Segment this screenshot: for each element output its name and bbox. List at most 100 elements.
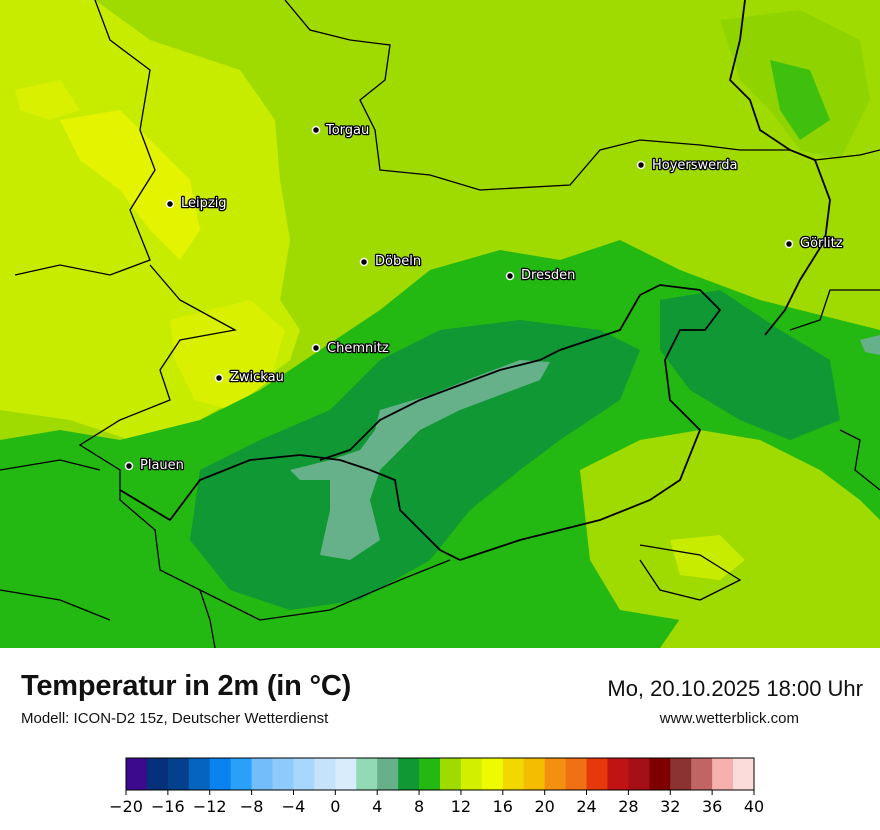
color-legend: −20 −16 −12 −8 −4 0 4 8 12 16 20 24 28 32 36 40	[109, 757, 764, 816]
city-plauen: Plauen	[124, 457, 185, 474]
legend-swatch	[691, 758, 713, 790]
city-label: Döbeln	[375, 254, 421, 269]
legend-swatch	[460, 758, 483, 790]
legend-tick-label: −12	[193, 797, 227, 816]
legend-swatch	[419, 758, 441, 790]
legend-swatch	[481, 758, 504, 790]
legend-tick-label: 32	[660, 797, 680, 816]
legend-tick-labels: −20 −16 −12 −8 −4 0 4 8 12 16 20 24 28 32 36 40	[109, 790, 764, 816]
legend-swatch	[209, 758, 232, 790]
city-label: Hoyerswerda	[652, 158, 738, 173]
city-dot	[636, 160, 646, 170]
website-url: www.wetterblick.com	[659, 710, 799, 727]
legend-tick-label: 16	[493, 797, 513, 816]
temp-zone-leipzig-yellow	[60, 110, 200, 260]
city-label: Görlitz	[800, 236, 843, 251]
legend-tick-label: −16	[151, 797, 185, 816]
legend-swatch	[335, 758, 357, 790]
city-doebeln: Döbeln	[359, 253, 422, 270]
legend-swatch	[398, 758, 420, 790]
city-dot	[311, 343, 321, 353]
city-dot	[311, 125, 321, 135]
legend-swatch	[565, 758, 588, 790]
city-dot	[359, 257, 369, 267]
legend-swatch	[733, 758, 755, 790]
saxony-border	[14, 0, 237, 648]
temp-zone-ridge-cold-east	[860, 335, 880, 355]
city-label: Torgau	[325, 123, 369, 138]
temp-zone-bohemia-yellow	[670, 535, 745, 580]
legend-tick-label: 24	[576, 797, 596, 816]
legend-swatch	[523, 758, 546, 790]
bohemia-borders	[0, 429, 880, 621]
temp-zone-northwest-yellow	[15, 80, 80, 120]
legend-swatch	[251, 758, 274, 790]
temp-zone-dark-green	[190, 320, 640, 610]
legend-swatch	[670, 758, 692, 790]
legend-swatch	[628, 758, 650, 790]
north-border	[284, 0, 790, 191]
legend-swatch	[607, 758, 629, 790]
model-info: Modell: ICON-D2 15z, Deutscher Wetterdie…	[21, 710, 329, 727]
city-hoyerswerda: Hoyerswerda	[636, 157, 739, 174]
city-dot	[124, 461, 134, 471]
city-dresden: Dresden	[505, 267, 577, 284]
polish-border	[729, 0, 831, 336]
city-label: Chemnitz	[327, 341, 389, 356]
legend-tick-label: 20	[534, 797, 554, 816]
legend-swatch	[293, 758, 315, 790]
temp-zone-goerlitz-green	[770, 60, 830, 140]
legend-swatch	[126, 758, 148, 790]
city-zwickau: Zwickau	[214, 369, 285, 386]
city-leipzig: Leipzig	[165, 195, 228, 212]
czech-border	[119, 284, 722, 561]
city-dot	[165, 199, 175, 209]
legend-swatch	[146, 758, 169, 790]
legend-swatch	[544, 758, 567, 790]
east-border-extra	[789, 149, 880, 331]
temperature-map: Torgau Hoyerswerda Leipzig Görlitz Döbel…	[0, 0, 880, 648]
legend-swatch	[649, 758, 671, 790]
legend-swatch	[502, 758, 525, 790]
legend-tick-label: −8	[240, 797, 264, 816]
legend-tick-label: 40	[744, 797, 764, 816]
legend-swatch	[356, 758, 378, 790]
temp-zone-zwickau-yellow	[170, 300, 285, 410]
legend-swatches	[125, 757, 755, 791]
city-label: Plauen	[140, 458, 184, 473]
legend-swatch	[167, 758, 190, 790]
legend-tick-label: 12	[451, 797, 471, 816]
legend-frame	[125, 757, 755, 791]
city-chemnitz: Chemnitz	[311, 340, 390, 357]
city-dot	[784, 239, 794, 249]
legend-swatch	[230, 758, 253, 790]
legend-tick-label: 8	[414, 797, 424, 816]
city-dot	[505, 271, 515, 281]
legend-tick-label: 4	[372, 797, 382, 816]
state-borders	[0, 0, 880, 648]
legend-tick-label: 36	[702, 797, 722, 816]
legend-tick-label: −20	[109, 797, 143, 816]
city-label: Leipzig	[181, 196, 227, 211]
map-title: Temperatur in 2m (in °C)	[21, 670, 352, 702]
legend-swatch	[440, 758, 462, 790]
legend-swatch	[272, 758, 294, 790]
temp-zone-dark-green-se	[660, 290, 840, 440]
legend-swatch	[712, 758, 734, 790]
city-torgau: Torgau	[311, 122, 371, 139]
legend-swatch	[377, 758, 399, 790]
legend-tick-label: −4	[282, 797, 306, 816]
temp-zone-southwest-green	[30, 490, 130, 570]
legend-swatch	[314, 758, 336, 790]
city-dot	[214, 373, 224, 383]
city-label: Zwickau	[230, 370, 284, 385]
legend-swatch	[188, 758, 211, 790]
legend-swatch	[586, 758, 608, 790]
city-goerlitz: Görlitz	[784, 235, 844, 252]
forecast-datetime: Mo, 20.10.2025 18:00 Uhr	[607, 676, 863, 701]
legend-tick-label: 28	[618, 797, 638, 816]
temp-zone-bohemia-lightgreen	[580, 430, 880, 620]
legend-tick-label: 0	[330, 797, 340, 816]
temp-zone-ridge-cold	[290, 360, 550, 560]
city-label: Dresden	[521, 268, 575, 283]
